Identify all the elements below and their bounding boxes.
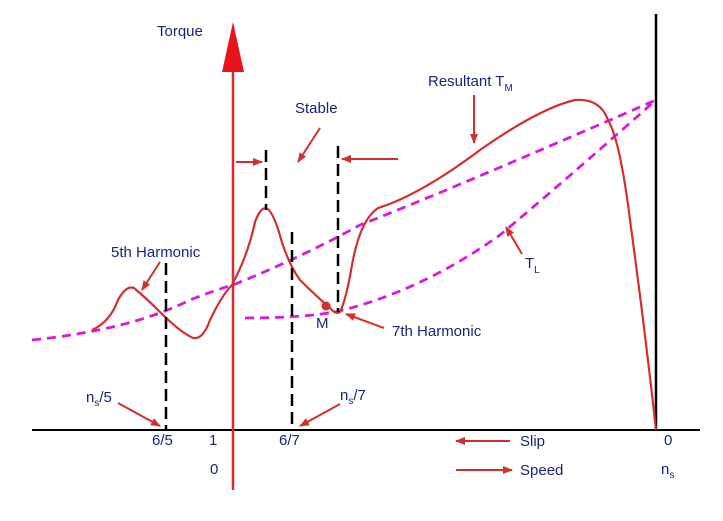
speed-label: Speed [520, 462, 563, 479]
resultant-label-main: Resultant T [428, 73, 504, 90]
load-label-main: T [525, 255, 534, 272]
ns7-label-post: /7 [353, 387, 366, 404]
ns7-label-pre: n [340, 387, 348, 404]
ns5-pointer-arrow [117, 402, 161, 427]
ns-label-pre: n [661, 461, 669, 478]
ns5-label: ns/5 [86, 389, 112, 409]
fifth-harmonic-label: 5th Harmonic [111, 244, 201, 261]
tick-label-6-7: 6/7 [279, 432, 300, 449]
resultant-label-sub: M [504, 83, 512, 94]
point-m-label: M [316, 315, 329, 332]
seventh-harmonic-label: 7th Harmonic [392, 323, 482, 340]
load-label: TL [525, 255, 540, 276]
tick-label-1: 1 [209, 432, 217, 449]
ns-label: ns [661, 461, 674, 481]
seventh-harmonic-pointer-arrow [345, 313, 385, 329]
ns7-label: ns/7 [340, 387, 366, 407]
ns-label-sub: s [669, 470, 674, 481]
ns7-label-sub: s [348, 396, 353, 407]
slip-label: Slip [520, 433, 545, 450]
origin-label-0: 0 [210, 461, 218, 478]
load-torque-curve-lower [244, 98, 657, 320]
stable-label: Stable [295, 100, 338, 117]
resultant-torque-curve [91, 98, 658, 431]
stable-pointer-arrow [297, 127, 321, 163]
resultant-label: Resultant TM [428, 73, 513, 94]
load-torque-curve-left [31, 98, 657, 342]
torque-axis-arrowhead [222, 22, 244, 72]
load-label-sub: L [534, 265, 540, 276]
operating-point-m [321, 301, 331, 311]
tick-label-6-5: 6/5 [152, 432, 173, 449]
ns5-label-post: /5 [99, 389, 112, 406]
fifth-harmonic-pointer-arrow [141, 261, 161, 291]
ns5-label-sub: s [94, 398, 99, 409]
ns5-label-pre: n [86, 389, 94, 406]
tick-label-0-slip: 0 [664, 432, 672, 449]
load-pointer-arrow [505, 226, 523, 255]
ns7-pointer-arrow [299, 403, 341, 427]
torque-label: Torque [157, 23, 203, 40]
